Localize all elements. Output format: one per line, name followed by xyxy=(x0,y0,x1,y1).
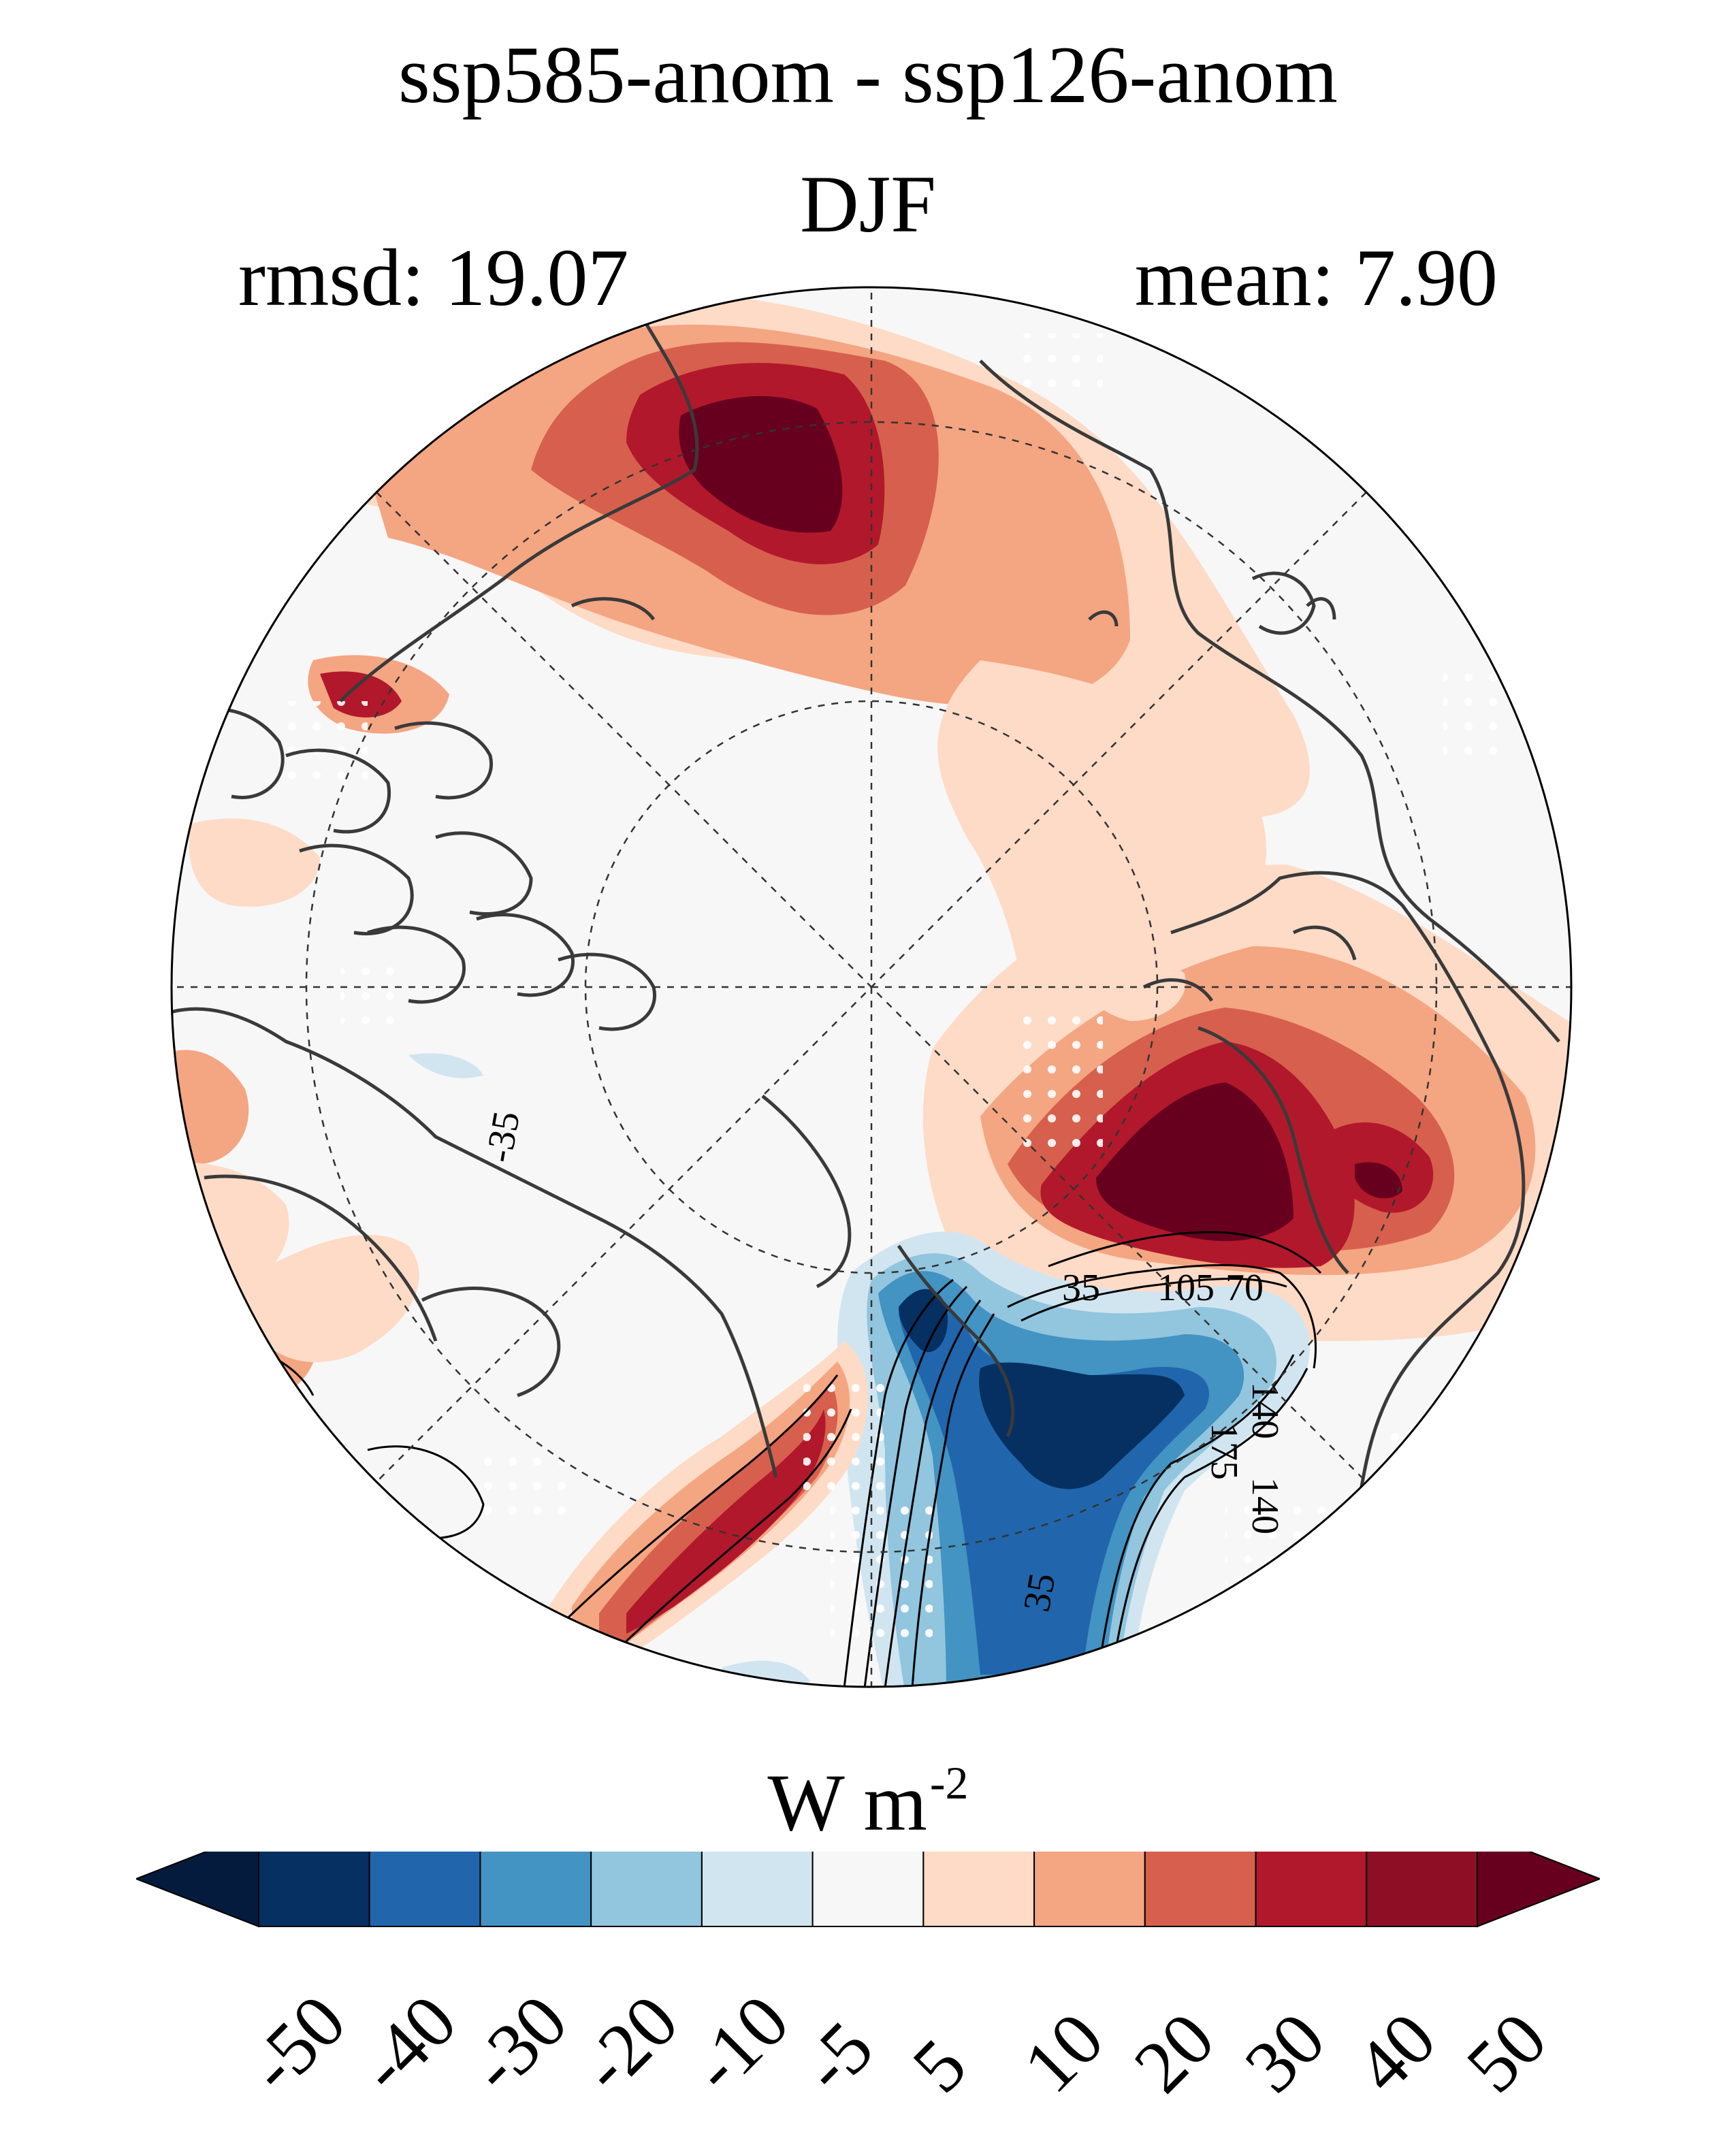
colorbar-over-arrow xyxy=(1477,1852,1600,1928)
colorbar-swatch xyxy=(258,1852,370,1927)
colorbar-swatch xyxy=(922,1852,1035,1927)
colorbar-tick-label: 40 xyxy=(1340,1997,1451,2108)
mean-stat: mean: 7.90 xyxy=(1134,232,1498,323)
contour-lines xyxy=(190,1231,1322,1687)
coastlines xyxy=(172,287,1560,1560)
colorbar-tick-label: -50 xyxy=(232,1979,361,2108)
colorbar-tick-label: -30 xyxy=(453,1979,583,2108)
colorbar-swatch xyxy=(811,1852,925,1927)
contour-label: 35 xyxy=(1016,1570,1064,1615)
colorbar-tick-label: 30 xyxy=(1229,1997,1340,2108)
map-boundary xyxy=(170,286,1573,1688)
colorbar-tick-label: -5 xyxy=(786,2005,888,2108)
contour-label: 35 xyxy=(1062,1267,1100,1309)
polar-map: -35 35 70 105 140 175 140 35 xyxy=(170,286,1573,1688)
colorbar-tick-label: 50 xyxy=(1451,1997,1562,2108)
rmsd-stat: rmsd: 19.07 xyxy=(238,232,629,323)
contour-label: 140 xyxy=(1244,1382,1286,1439)
colorbar-swatch xyxy=(701,1852,814,1927)
colorbar-tick-label: 10 xyxy=(1008,1997,1119,2108)
colorbar-swatch xyxy=(1144,1852,1257,1927)
anomaly-barents xyxy=(922,865,1571,1341)
colorbar-swatch xyxy=(368,1852,481,1927)
contour-label: 175 xyxy=(1203,1423,1245,1480)
colorbar-swatch xyxy=(1366,1852,1478,1927)
colorbar-tick-label: -40 xyxy=(342,1979,472,2108)
colorbar-tick-label: 20 xyxy=(1119,1997,1230,2108)
colorbar-under-arrow xyxy=(136,1852,259,1928)
contour-label: 140 xyxy=(1244,1477,1286,1534)
colorbar-swatch xyxy=(479,1852,592,1927)
colorbar-swatch xyxy=(1255,1852,1368,1927)
colorbar-tick-label: -20 xyxy=(564,1979,694,2108)
colorbar-swatch xyxy=(590,1852,703,1927)
colorbar-swatch xyxy=(1033,1852,1146,1927)
units-exponent: -2 xyxy=(929,1757,969,1809)
contour-label: 70 xyxy=(1225,1267,1264,1309)
colorbar-tick-label: 5 xyxy=(897,2023,982,2108)
colorbar-tick-label: -10 xyxy=(675,1979,805,2108)
colorbar-boxes xyxy=(258,1852,1478,1927)
graticule xyxy=(172,287,1571,1687)
figure-title: ssp585-anom - ssp126-anom xyxy=(398,29,1338,120)
contour-labels: -35 35 70 105 140 175 140 35 xyxy=(478,1108,1286,1615)
season-label: DJF xyxy=(799,159,937,249)
anomaly-nordic-seas xyxy=(837,1231,1310,1687)
contour-label: -35 xyxy=(478,1108,528,1165)
units-label: W m-2 xyxy=(767,1757,969,1847)
